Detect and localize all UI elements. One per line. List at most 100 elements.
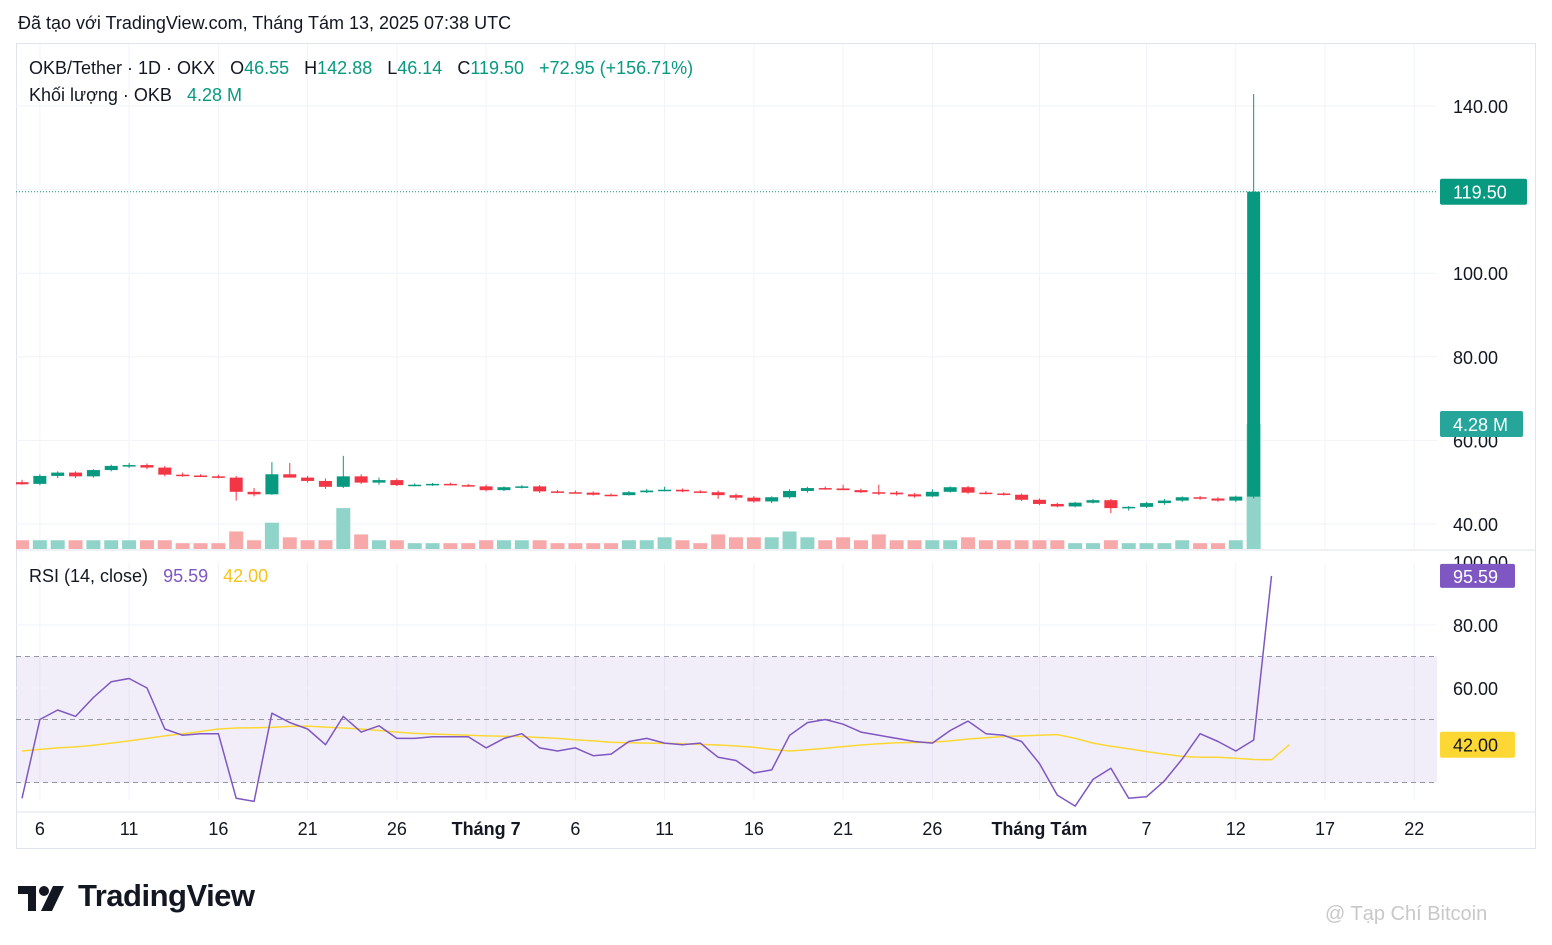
rsi-label[interactable]: RSI (14, close) (29, 566, 149, 586)
volume-bar (818, 540, 833, 549)
candle-body (890, 492, 904, 495)
volume-bar (1139, 543, 1154, 549)
time-axis-label: 21 (833, 819, 853, 839)
candle-body (658, 489, 672, 492)
price-axis-label: 140.00 (1453, 97, 1508, 117)
volume-bar (139, 540, 154, 549)
candle-body (1247, 191, 1261, 497)
volume-bar (978, 540, 993, 549)
candle-body (908, 494, 921, 497)
candle-body (818, 488, 832, 490)
rsi-legend: RSI (14, close) 95.59 42.00 (29, 566, 268, 587)
rsi-value-tag (1440, 563, 1515, 588)
volume-bar (104, 540, 119, 549)
volume-bar (193, 543, 208, 549)
low-value: 46.14 (397, 58, 443, 78)
volume-bar (443, 543, 458, 549)
candle-body (461, 485, 475, 487)
volume-bar (1157, 543, 1172, 549)
candle-body (86, 470, 100, 477)
volume-bar (211, 543, 226, 549)
rsi-axis-label: 60.00 (1453, 679, 1498, 699)
candle-body (1211, 498, 1225, 501)
brand-name[interactable]: TradingView (78, 878, 255, 913)
candle-body (586, 492, 600, 495)
candle-body (515, 486, 529, 488)
candle-body (301, 477, 315, 481)
volume-bar (943, 540, 958, 549)
candle-body (265, 474, 279, 495)
high-value: 142.88 (317, 58, 373, 78)
source-watermark: @ Tạp Chí Bitcoin (1325, 903, 1488, 925)
symbol-label[interactable]: OKB/Tether · 1D · OKX (29, 58, 216, 78)
candle-body (176, 474, 190, 477)
volume-bar (514, 540, 529, 549)
rsi-value: 95.59 (163, 566, 209, 586)
candle-body (1193, 497, 1207, 499)
chart-frame (16, 43, 1536, 849)
volume-bar (889, 540, 904, 549)
candle-body (640, 490, 654, 493)
volume-bar (175, 543, 190, 549)
volume-bar (568, 543, 583, 549)
volume-bar (32, 540, 47, 549)
volume-bar (586, 543, 601, 549)
rsi-value-tag-label: 95.59 (1453, 567, 1498, 587)
volume-bar (550, 543, 565, 549)
candle-body (336, 476, 350, 487)
volume-bar (1228, 540, 1243, 549)
volume-bar (961, 537, 976, 549)
volume-bar (1068, 543, 1083, 549)
time-axis-label: 17 (1315, 819, 1335, 839)
volume-bar (836, 537, 851, 549)
volume-value: 4.28 M (186, 85, 242, 105)
time-axis-label: 26 (922, 819, 942, 839)
volume-bar (621, 540, 636, 549)
volume-bar (639, 540, 654, 549)
volume-bar (1050, 540, 1065, 549)
volume-bar (68, 540, 83, 549)
rsi-axis-label: 80.00 (1453, 616, 1498, 636)
candle-body (568, 492, 582, 494)
volume-bar (50, 540, 65, 549)
candle-series (16, 93, 1261, 514)
volume-bar (479, 540, 494, 549)
time-axis-label: 6 (570, 819, 580, 839)
change-value: +72.95 (+156.71%) (539, 58, 694, 78)
volume-bar (86, 540, 101, 549)
candle-body (675, 489, 689, 492)
volume-bar (925, 540, 940, 549)
candle-body (211, 476, 225, 478)
volume-bar (693, 543, 708, 549)
volume-bar (782, 531, 797, 549)
volume-bar (247, 540, 262, 549)
candle-body (408, 484, 422, 487)
volume-label[interactable]: Khối lượng · OKB (29, 85, 172, 105)
candle-body (390, 480, 404, 486)
candle-body (693, 491, 707, 493)
rsi-ma-tag (1440, 731, 1515, 758)
candle-body (318, 480, 332, 487)
tradingview-logo-icon[interactable] (18, 878, 70, 918)
volume-bar (532, 540, 547, 549)
volume-bar (1121, 543, 1136, 549)
candle-body (1104, 500, 1118, 509)
volume-bar (1086, 543, 1100, 549)
candle-body (1032, 499, 1046, 504)
volume-bar (318, 540, 333, 549)
rsi-ma-tag-label: 42.00 (1453, 736, 1498, 756)
volume-bar (336, 508, 351, 549)
time-axis-label: 22 (1404, 819, 1424, 839)
price-axis-label: 100.00 (1453, 264, 1508, 284)
candle-body (51, 472, 65, 476)
close-value: 119.50 (470, 58, 525, 78)
time-axis-label: 16 (744, 819, 764, 839)
candle-body (800, 488, 814, 491)
candle-body (426, 483, 440, 486)
volume-bar (1014, 540, 1029, 549)
volume-bar (407, 543, 422, 549)
last-price-tag-label: 119.50 (1453, 183, 1507, 203)
close-label: C (457, 58, 471, 78)
candle-body (354, 476, 368, 483)
